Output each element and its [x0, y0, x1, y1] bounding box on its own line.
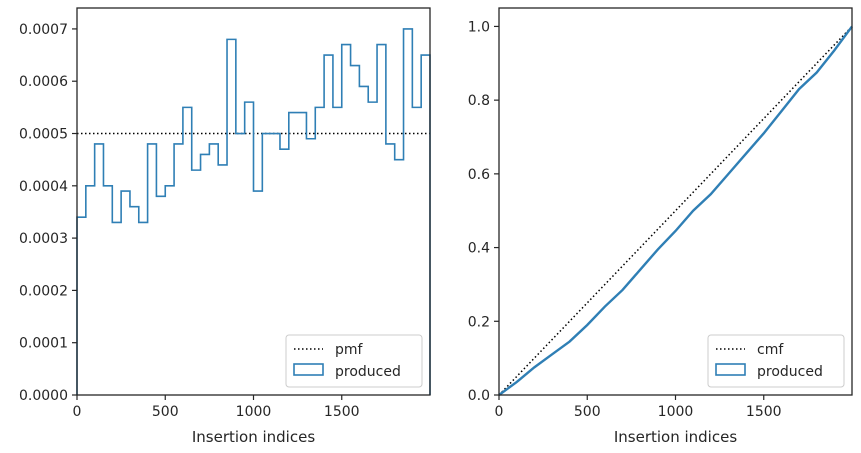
x-tick-label: 1000 [236, 404, 272, 420]
y-tick-label: 0.0000 [19, 388, 68, 404]
y-tick-label: 1.0 [468, 19, 490, 35]
right-plot-marks [498, 25, 853, 396]
y-tick-label: 0.8 [468, 93, 490, 109]
left-legend-produced-swatch [293, 363, 324, 376]
y-tick-label: 0.2 [468, 314, 490, 330]
produced-cmf-line [498, 25, 853, 396]
y-tick-label: 0.0004 [19, 179, 68, 195]
right-ticks: 0 500 1000 1500 0.0 0.2 0.4 0.6 0.8 1.0 [468, 19, 782, 420]
right-legend-box [707, 334, 845, 388]
left-legend-box [285, 334, 423, 388]
y-tick-label: 0.0001 [19, 336, 68, 352]
y-tick-label: 0.0006 [19, 74, 68, 90]
x-tick-label: 500 [152, 404, 179, 420]
x-tick-label: 1500 [746, 404, 782, 420]
right-legend-cmf-label: cmf [757, 342, 784, 358]
left-legend-pmf-label: pmf [335, 342, 364, 358]
left-chart: 0 500 1000 1500 0.0000 0.0001 0.0002 0.0003 0.00… [19, 7, 431, 446]
x-tick-label: 1000 [658, 404, 694, 420]
right-legend: cmf produced [707, 334, 845, 388]
y-tick-label: 0.4 [468, 241, 490, 257]
left-plot-marks [76, 28, 431, 395]
y-tick-label: 0.0005 [19, 127, 68, 143]
right-legend-produced-label: produced [757, 364, 823, 380]
x-tick-label: 0 [495, 404, 504, 420]
right-legend-produced-swatch [715, 363, 746, 376]
y-tick-label: 0.0 [468, 388, 490, 404]
y-tick-label: 0.6 [468, 167, 490, 183]
cmf-reference-line [498, 25, 853, 396]
left-x-axis-label: Insertion indices [192, 428, 315, 446]
y-tick-label: 0.0002 [19, 283, 68, 299]
right-plot-frame [498, 7, 853, 396]
y-tick-label: 0.0003 [19, 231, 68, 247]
left-ticks: 0 500 1000 1500 0.0000 0.0001 0.0002 0.0003 0.00… [19, 22, 360, 420]
left-plot-frame [76, 7, 431, 396]
left-legend: pmf produced [285, 334, 423, 388]
left-legend-produced-label: produced [335, 364, 401, 380]
x-tick-label: 1500 [324, 404, 360, 420]
x-tick-label: 500 [574, 404, 601, 420]
x-tick-label: 0 [73, 404, 82, 420]
right-chart: 0 500 1000 1500 0.0 0.2 0.4 0.6 0.8 1.0 Insertion… [468, 7, 853, 446]
right-x-axis-label: Insertion indices [614, 428, 737, 446]
y-tick-label: 0.0007 [19, 22, 68, 38]
produced-histogram-step [76, 28, 431, 395]
